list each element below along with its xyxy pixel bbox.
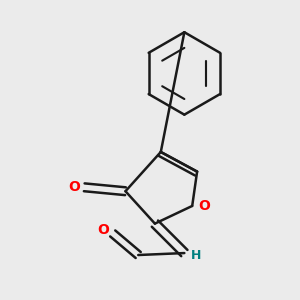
Text: O: O [97, 223, 109, 236]
Text: O: O [68, 180, 80, 194]
Text: H: H [191, 248, 201, 262]
Text: O: O [198, 199, 210, 213]
